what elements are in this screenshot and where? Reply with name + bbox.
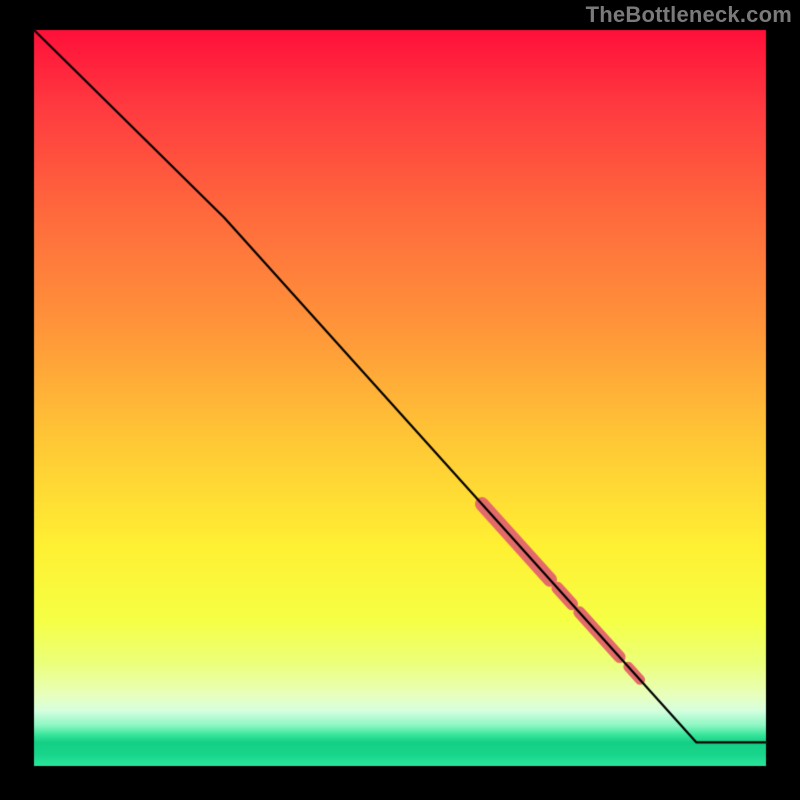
watermark-text: TheBottleneck.com — [586, 2, 792, 28]
line-chart-canvas — [34, 30, 766, 766]
chart-root: TheBottleneck.com — [0, 0, 800, 800]
